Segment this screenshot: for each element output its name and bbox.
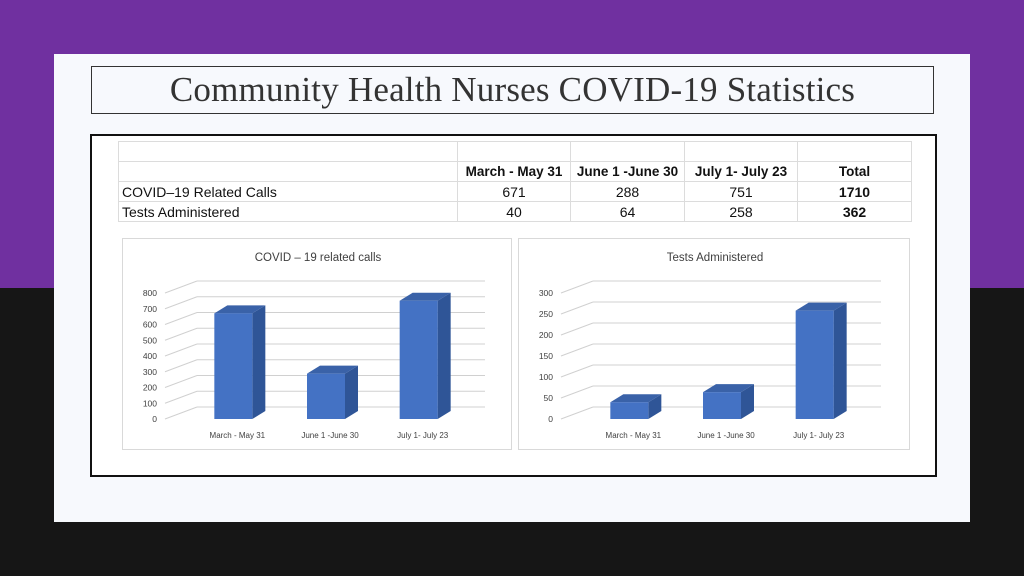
y-tick-label: 150 (539, 351, 553, 361)
column-header: July 1- July 23 (684, 161, 798, 182)
row-label: COVID–19 Related Calls (118, 181, 458, 202)
column-header: Total (797, 161, 912, 182)
gridline-depth (164, 390, 198, 404)
bar (703, 392, 741, 419)
y-tick-label: 600 (143, 320, 157, 330)
gridline-depth (560, 343, 594, 357)
chart-title: Tests Administered (667, 252, 764, 264)
bar (795, 310, 834, 419)
gridline-depth (560, 364, 594, 378)
content-panel: March - May 31 June 1 -June 30 July 1- J… (90, 134, 937, 477)
y-tick-label: 500 (143, 335, 157, 345)
bar-side (741, 384, 754, 419)
slide: Community Health Nurses COVID-19 Statist… (54, 54, 970, 522)
column-header: March - May 31 (457, 161, 571, 182)
bar-top (703, 384, 754, 393)
x-tick-label: March - May 31 (606, 431, 662, 440)
bar (307, 373, 345, 419)
x-tick-label: July 1- July 23 (793, 431, 845, 440)
total-cell: 362 (797, 201, 912, 222)
gridline-depth (164, 343, 198, 357)
gridline-depth (164, 296, 198, 310)
y-tick-label: 300 (539, 288, 553, 298)
y-tick-label: 400 (143, 351, 157, 361)
gridline-depth (560, 280, 594, 294)
y-tick-label: 250 (539, 309, 553, 319)
bar-top (795, 302, 847, 311)
y-tick-label: 300 (143, 367, 157, 377)
bar (214, 313, 253, 419)
table-spacer-row (118, 141, 912, 162)
gridline-depth (164, 375, 198, 388)
gridline-depth (164, 280, 198, 294)
y-tick-label: 200 (143, 383, 157, 393)
table-cell: 671 (457, 181, 571, 202)
gridline-depth (164, 312, 198, 325)
table-row: COVID–19 Related Calls 671 288 751 1710 (118, 181, 912, 202)
table-header-row: March - May 31 June 1 -June 30 July 1- J… (118, 161, 912, 182)
bar-side (345, 365, 358, 419)
y-tick-label: 50 (544, 393, 554, 403)
x-tick-label: June 1 -June 30 (301, 431, 359, 440)
y-tick-label: 200 (539, 330, 553, 340)
bar-side (437, 292, 451, 419)
y-tick-label: 100 (143, 398, 157, 408)
gridline-depth (560, 322, 594, 336)
x-tick-label: June 1 -June 30 (697, 431, 755, 440)
calls-chart: COVID – 19 related calls 0 100 200 300 400 500… (122, 238, 512, 450)
table-cell: 64 (570, 201, 685, 222)
table-cell: 751 (684, 181, 798, 202)
stats-table: March - May 31 June 1 -June 30 July 1- J… (118, 141, 912, 222)
header-blank (118, 161, 458, 182)
table-cell: 258 (684, 201, 798, 222)
bar (399, 300, 438, 419)
chart-title: COVID – 19 related calls (255, 252, 382, 264)
table-cell: 40 (457, 201, 571, 222)
table-cell: 288 (570, 181, 685, 202)
y-tick-label: 800 (143, 288, 157, 298)
bar-top (307, 365, 358, 374)
slide-title: Community Health Nurses COVID-19 Statist… (169, 70, 856, 109)
gridline-depth (164, 327, 198, 341)
table-row: Tests Administered 40 64 258 362 (118, 201, 912, 222)
row-label: Tests Administered (118, 201, 458, 222)
bar-top (399, 292, 451, 301)
column-header: June 1 -June 30 (570, 161, 685, 182)
gridline-depth (560, 406, 594, 420)
bar (610, 402, 649, 419)
y-tick-label: 700 (143, 304, 157, 314)
gridline-depth (560, 301, 594, 315)
x-tick-label: March - May 31 (210, 431, 266, 440)
bar-side (252, 305, 266, 419)
y-tick-label: 0 (548, 414, 553, 424)
calls-chart-svg: COVID – 19 related calls 0 100 200 300 400 500… (143, 252, 485, 440)
total-cell: 1710 (797, 181, 912, 202)
bar-top (214, 305, 266, 314)
bar-side (833, 302, 847, 419)
tests-chart: Tests Administered 0 50 100 150 200 250 300 Marc… (518, 238, 910, 450)
y-tick-label: 100 (539, 372, 553, 382)
title-box: Community Health Nurses COVID-19 Statist… (91, 66, 934, 114)
bar-top (610, 394, 662, 403)
gridline-depth (164, 359, 198, 373)
bar-side (648, 394, 662, 419)
tests-chart-svg: Tests Administered 0 50 100 150 200 250 300 Marc… (539, 252, 881, 440)
gridline-depth (560, 385, 594, 399)
gridline-depth (164, 406, 198, 420)
x-tick-label: July 1- July 23 (397, 431, 449, 440)
y-tick-label: 0 (152, 414, 157, 424)
